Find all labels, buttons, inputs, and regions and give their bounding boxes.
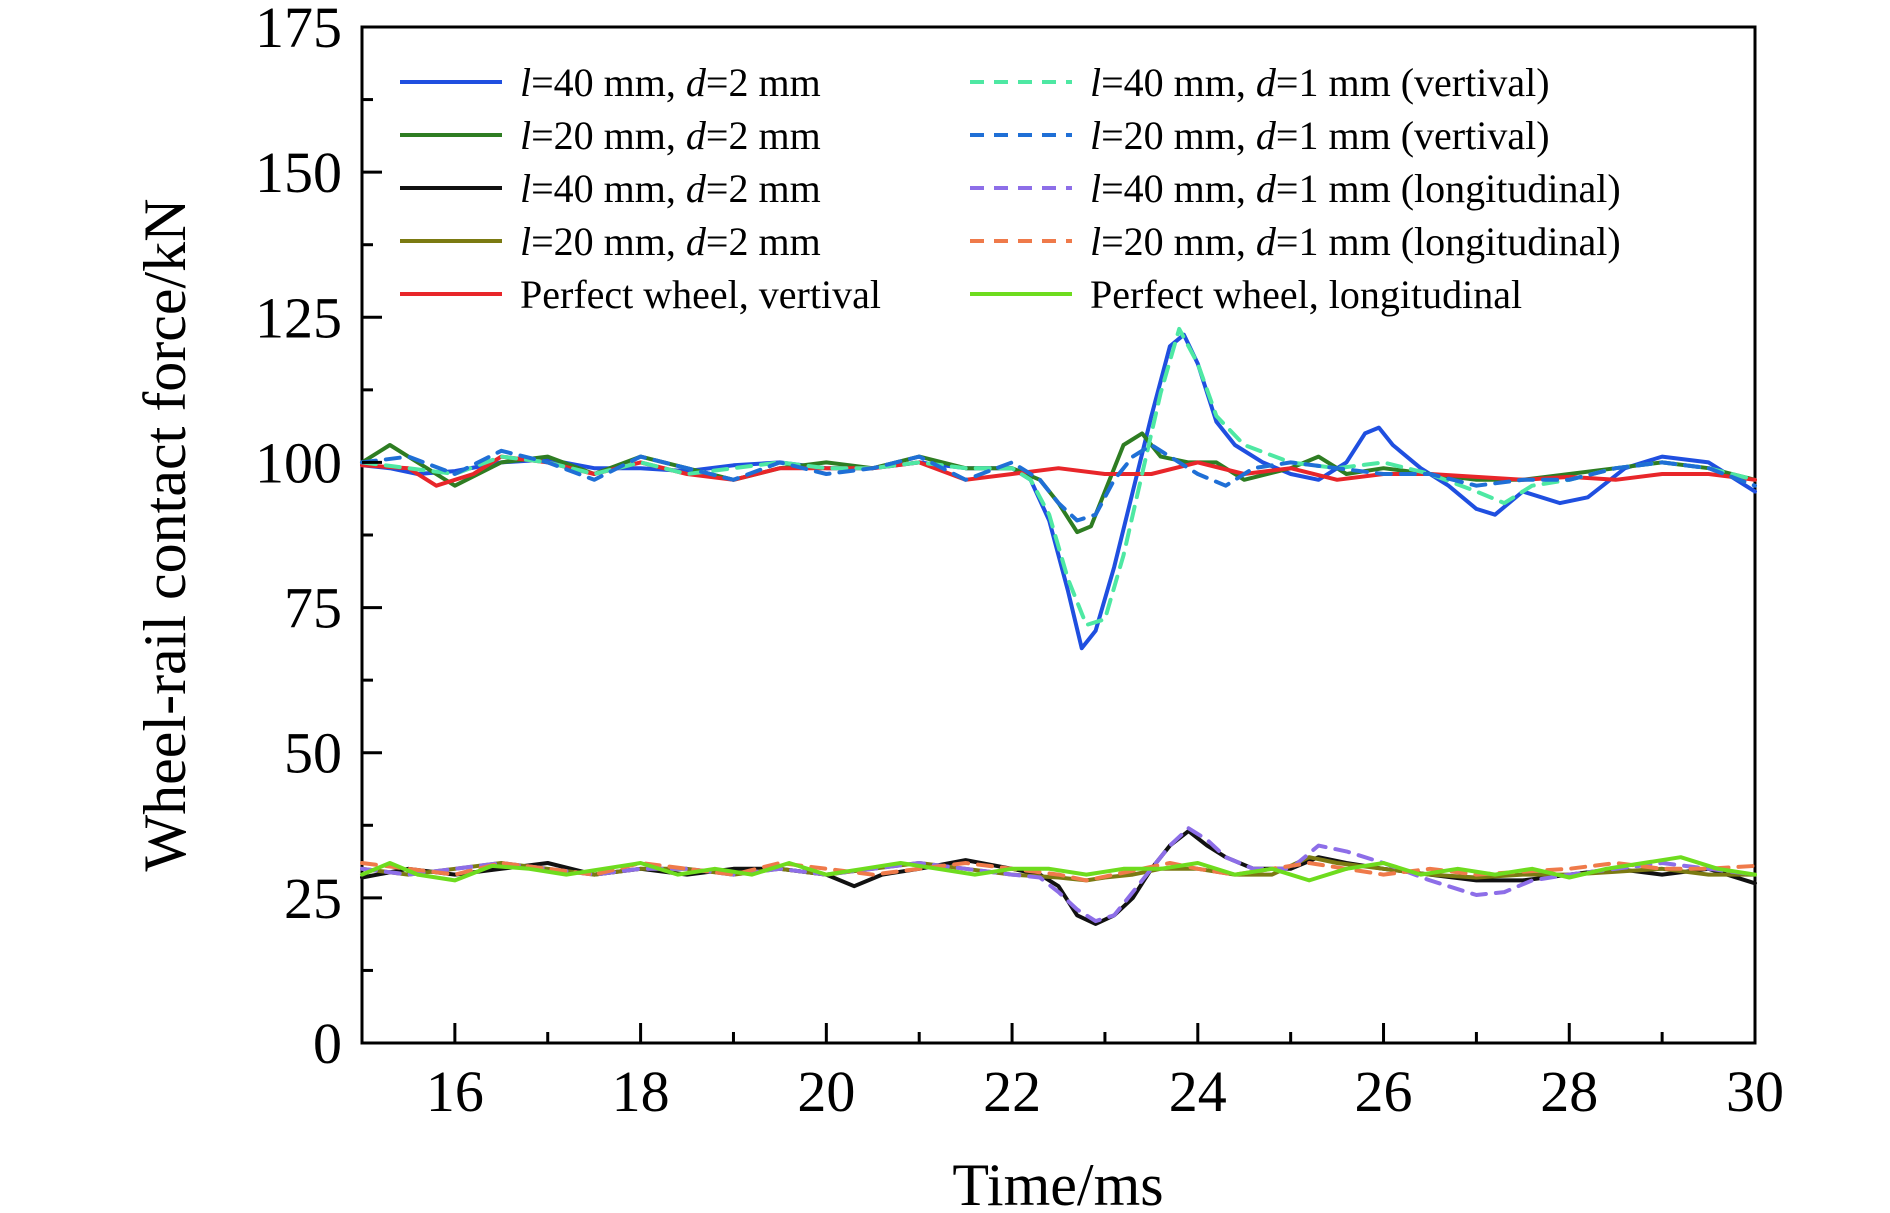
legend-item-7: l=20 mm, d=1 mm (vertival) (970, 113, 1550, 158)
legend-item-5: Perfect wheel, vertival (400, 272, 881, 317)
y-tick-label: 100 (255, 430, 342, 495)
series-line-10 (360, 855, 1757, 883)
series-line-7 (360, 443, 1757, 523)
x-tick-label: 26 (1355, 1059, 1413, 1124)
legend-label: l=40 mm, d=1 mm (longitudinal) (1090, 166, 1621, 211)
legend-label: l=20 mm, d=1 mm (vertival) (1090, 113, 1550, 158)
x-tick-label: 24 (1169, 1059, 1227, 1124)
legend-label: l=40 mm, d=1 mm (vertival) (1090, 60, 1550, 105)
x-tick-label: 30 (1726, 1059, 1784, 1124)
y-axis-title: Wheel-rail contact force/kN (132, 199, 198, 872)
x-tick-label: 20 (797, 1059, 855, 1124)
legend-item-4: l=20 mm, d=2 mm (400, 219, 821, 264)
legend-item-8: l=40 mm, d=1 mm (longitudinal) (970, 166, 1621, 211)
legend-item-1: l=40 mm, d=2 mm (400, 60, 821, 105)
legend-label: Perfect wheel, longitudinal (1090, 272, 1522, 317)
legend: l=40 mm, d=2 mm l=20 mm, d=2 mm l=40 mm, d… (400, 60, 1621, 317)
y-tick-label: 50 (284, 721, 342, 786)
legend-item-2: l=20 mm, d=2 mm (400, 113, 821, 158)
y-tick-label: 150 (255, 140, 342, 205)
legend-label: l=40 mm, d=2 mm (520, 60, 821, 105)
series-layer (360, 326, 1757, 926)
legend-label: l=40 mm, d=2 mm (520, 166, 821, 211)
plot-area: 16 18 20 22 24 26 28 30 0 25 50 75 100 125 150 175 l=40… (255, 0, 1784, 1124)
legend-label: Perfect wheel, vertival (520, 272, 881, 317)
x-tick-label: 18 (612, 1059, 670, 1124)
x-tick-label: 16 (426, 1059, 484, 1124)
legend-label: l=20 mm, d=2 mm (520, 219, 821, 264)
x-tick-label: 28 (1540, 1059, 1598, 1124)
legend-label: l=20 mm, d=1 mm (longitudinal) (1090, 219, 1621, 264)
legend-label: l=20 mm, d=2 mm (520, 113, 821, 158)
axis-layer: 16 18 20 22 24 26 28 30 0 25 50 75 100 125 150 175 (255, 0, 1784, 1124)
legend-item-6: l=40 mm, d=1 mm (vertival) (970, 60, 1550, 105)
legend-item-3: l=40 mm, d=2 mm (400, 166, 821, 211)
legend-item-10: Perfect wheel, longitudinal (970, 272, 1522, 317)
series-line-6 (360, 326, 1757, 627)
y-tick-label: 0 (313, 1011, 342, 1076)
y-tick-label: 75 (284, 576, 342, 641)
legend-item-9: l=20 mm, d=1 mm (longitudinal) (970, 219, 1621, 264)
x-tick-label: 22 (983, 1059, 1041, 1124)
y-tick-label: 175 (255, 0, 342, 60)
y-tick-label: 25 (284, 866, 342, 931)
x-axis-title: Time/ms (952, 1152, 1163, 1213)
series-line-1 (360, 332, 1757, 651)
y-tick-label: 125 (255, 285, 342, 350)
